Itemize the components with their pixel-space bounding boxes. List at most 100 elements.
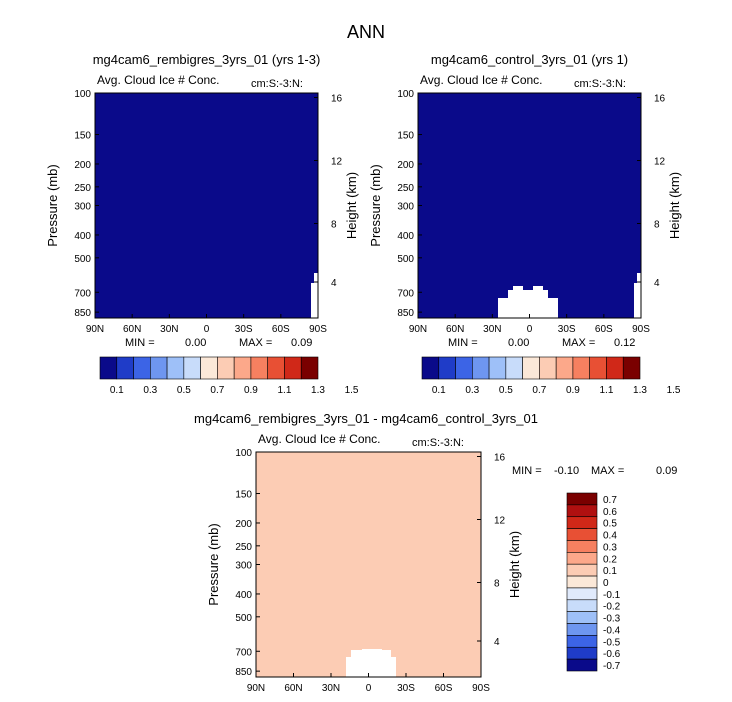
y-axis-label: Pressure (mb): [206, 523, 221, 605]
colorbar-label: 0.1: [110, 385, 124, 396]
panel-title: mg4cam6_rembigres_3yrs_01 (yrs 1-3): [93, 52, 321, 67]
colorbar-label: 1.3: [311, 385, 325, 396]
max-value: 0.12: [614, 337, 635, 349]
figure-title: ANN: [347, 22, 385, 42]
y-tick-label: 200: [74, 160, 91, 171]
colorbar-label: 1.3: [633, 385, 647, 396]
y-axis-label: Pressure (mb): [45, 164, 60, 246]
min-value: -0.10: [554, 465, 579, 477]
y-tick-label: 250: [235, 542, 252, 553]
y-tick-label: 150: [397, 131, 414, 142]
colorbar-label: 0.3: [603, 542, 617, 553]
y-tick-label: 300: [397, 202, 414, 213]
y-tick-right-label: 4: [494, 637, 500, 648]
colorbar-swatch: [566, 599, 598, 612]
colorbar-label: -0.3: [603, 614, 621, 625]
y-tick-label: 400: [74, 231, 91, 242]
y-tick-label: 700: [397, 288, 414, 299]
x-tick-label: 30N: [160, 324, 178, 335]
colorbar-swatch: [566, 611, 598, 624]
x-tick-label: 0: [527, 324, 533, 335]
y-tick-label: 300: [235, 561, 252, 572]
colorbar-label: 0.5: [499, 385, 513, 396]
y-tick-label: 150: [74, 131, 91, 142]
colorbar-label: -0.6: [603, 649, 621, 660]
y-tick-right-label: 16: [654, 94, 666, 105]
colorbar-label: -0.5: [603, 637, 621, 648]
colorbar-swatch: [472, 356, 490, 380]
y-tick-label: 100: [235, 448, 252, 459]
y-tick-label: 850: [397, 308, 414, 319]
panels: mg4cam6_rembigres_3yrs_01 (yrs 1-3) Avg. …: [45, 52, 682, 694]
colorbar-swatch: [572, 356, 590, 380]
x-tick-label: 90S: [472, 683, 490, 694]
max-label: MAX =: [239, 337, 272, 349]
colorbar-label: 0.3: [143, 385, 157, 396]
x-tick-label: 60S: [595, 324, 613, 335]
min-label: MIN =: [448, 337, 478, 349]
colorbar-swatch: [566, 528, 598, 541]
colorbar-swatch: [133, 356, 151, 380]
y-tick-right-label: 8: [331, 220, 337, 231]
colorbar-swatch: [566, 492, 598, 506]
colorbar-swatch: [233, 356, 252, 380]
colorbar-swatch: [250, 356, 268, 380]
y-tick-right-label: 12: [654, 157, 666, 168]
y-tick-label: 400: [235, 590, 252, 601]
panel-units: cm:S:-3:N:: [412, 437, 464, 449]
colorbar-swatch: [200, 356, 218, 380]
y-tick-label: 700: [235, 647, 252, 658]
colorbar-swatch: [505, 356, 523, 380]
colorbar-swatch: [566, 587, 598, 601]
panel-subtitle: Avg. Cloud Ice # Conc.: [97, 73, 220, 87]
white-region: [513, 286, 523, 292]
colorbar-label: 0.6: [603, 507, 617, 518]
colorbar-swatch: [566, 516, 598, 529]
y-tick-right-label: 12: [331, 157, 343, 168]
colorbar-swatch: [99, 356, 118, 380]
y-tick-right-label: 12: [494, 516, 506, 527]
y-axis-label: Pressure (mb): [368, 164, 383, 246]
y-tick-label: 850: [235, 667, 252, 678]
colorbar-label: 1.1: [600, 385, 614, 396]
heatmap-field: [255, 451, 482, 678]
white-region: [508, 290, 548, 300]
y-tick-label: 500: [74, 254, 91, 265]
colorbar-label: 0.1: [603, 566, 617, 577]
colorbar-swatch: [566, 552, 598, 565]
colorbar-swatch: [566, 646, 598, 660]
colorbar-swatch: [183, 356, 201, 380]
colorbar-label: 1.1: [278, 385, 292, 396]
y-axis-right-label: Height (km): [507, 531, 522, 598]
max-label: MAX =: [591, 465, 624, 477]
colorbar-swatch: [438, 356, 456, 380]
colorbar-label: 1.5: [667, 385, 681, 396]
y-tick-label: 500: [397, 254, 414, 265]
colorbar-label: -0.2: [603, 602, 621, 613]
panel-units: cm:S:-3:N:: [574, 78, 626, 90]
y-tick-label: 400: [397, 231, 414, 242]
panel-subtitle: Avg. Cloud Ice # Conc.: [420, 73, 543, 87]
y-tick-right-label: 8: [494, 579, 500, 590]
y-tick-label: 700: [74, 288, 91, 299]
x-tick-label: 0: [366, 683, 372, 694]
min-value: 0.00: [508, 337, 529, 349]
min-label: MIN =: [125, 337, 155, 349]
y-tick-label: 250: [397, 183, 414, 194]
colorbar-swatch: [217, 356, 235, 380]
colorbar-swatch: [488, 356, 507, 380]
colorbar-swatch: [566, 658, 598, 672]
x-tick-label: 30S: [397, 683, 415, 694]
colorbar-label: 0.4: [603, 531, 617, 542]
colorbar-label: 1.5: [345, 385, 359, 396]
colorbar-label: 0.7: [210, 385, 224, 396]
y-tick-right-label: 4: [654, 278, 660, 289]
x-tick-label: 60S: [435, 683, 453, 694]
y-tick-label: 300: [74, 202, 91, 213]
x-tick-label: 90N: [247, 683, 265, 694]
max-value: 0.09: [656, 465, 677, 477]
white-region: [637, 273, 641, 318]
colorbar-swatch: [566, 504, 598, 518]
colorbar-swatch: [622, 356, 641, 380]
